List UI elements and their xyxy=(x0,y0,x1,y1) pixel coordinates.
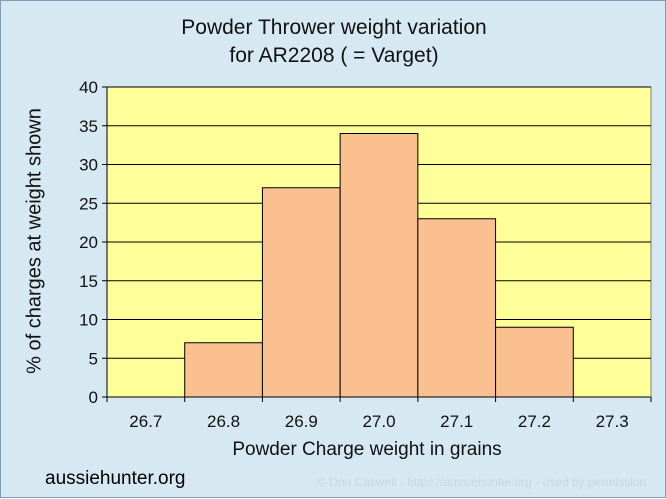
y-axis-label: % of charges at weight shown xyxy=(23,108,46,374)
x-tick-labels: 26.7 26.8 26.9 27.0 27.1 27.2 27.3 xyxy=(129,412,628,431)
y-tick-label-15: 15 xyxy=(79,272,98,291)
credit-text: © Don Caswell - https://aussiehunter.org… xyxy=(317,475,646,489)
y-tick-label-10: 10 xyxy=(79,311,98,330)
x-tick-label-27.3: 27.3 xyxy=(596,412,629,431)
bar-27.0 xyxy=(339,133,419,398)
y-tick-label-30: 30 xyxy=(79,156,98,175)
chart-title-line1: Powder Thrower weight variation xyxy=(181,16,487,39)
bar-27.2 xyxy=(495,326,574,398)
bars xyxy=(184,133,574,398)
x-tick-label-26.9: 26.9 xyxy=(285,412,318,431)
y-tick-label-5: 5 xyxy=(89,349,98,368)
y-tick-label-25: 25 xyxy=(79,194,98,213)
axes xyxy=(102,86,652,402)
x-tick-label-27.1: 27.1 xyxy=(440,412,473,431)
bar-26.8 xyxy=(184,342,263,398)
x-tick-label-26.8: 26.8 xyxy=(207,412,240,431)
y-tick-label-35: 35 xyxy=(79,117,98,136)
chart-title-line2: for AR2208 ( = Varget) xyxy=(229,44,439,67)
site-watermark: aussiehunter.org xyxy=(45,468,186,489)
x-tick-label-27.2: 27.2 xyxy=(518,412,551,431)
x-tick-label-27.0: 27.0 xyxy=(362,412,395,431)
x-tick-label-26.7: 26.7 xyxy=(129,412,162,431)
y-tick-label-0: 0 xyxy=(89,388,98,407)
y-tick-label-40: 40 xyxy=(79,78,98,97)
y-tick-labels: 0 5 10 15 20 25 30 35 40 xyxy=(79,78,98,407)
y-tick-label-20: 20 xyxy=(79,233,98,252)
x-axis-label: Powder Charge weight in grains xyxy=(232,439,502,460)
bar-27.1 xyxy=(417,218,497,398)
bar-26.9 xyxy=(261,187,341,398)
